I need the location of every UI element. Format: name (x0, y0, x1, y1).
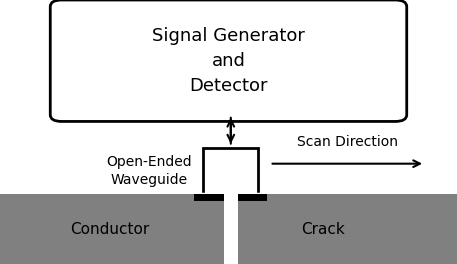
Bar (223, 194, 238, 264)
Bar (194, 194, 224, 201)
Bar (238, 194, 267, 201)
Text: Open-Ended
Waveguide: Open-Ended Waveguide (106, 155, 192, 187)
Text: Scan Direction: Scan Direction (297, 135, 398, 149)
FancyBboxPatch shape (50, 0, 407, 121)
Bar (203, 148, 258, 194)
Text: Signal Generator
and
Detector: Signal Generator and Detector (152, 27, 305, 95)
Text: Conductor: Conductor (70, 221, 149, 237)
Text: Crack: Crack (302, 221, 345, 237)
Bar (0, 194, 457, 264)
